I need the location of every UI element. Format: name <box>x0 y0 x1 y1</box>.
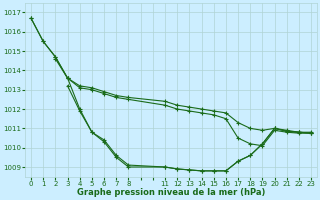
X-axis label: Graphe pression niveau de la mer (hPa): Graphe pression niveau de la mer (hPa) <box>77 188 265 197</box>
